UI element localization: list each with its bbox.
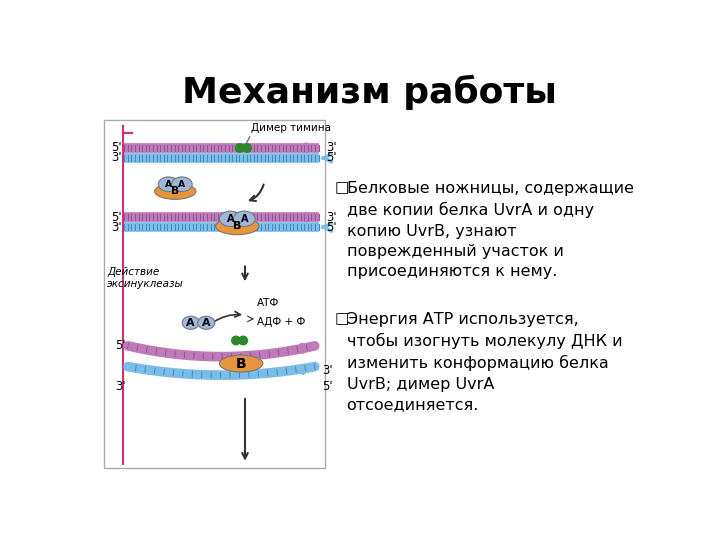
Text: 3': 3' xyxy=(111,221,122,234)
Text: Механизм работы: Механизм работы xyxy=(181,75,557,110)
Text: A: A xyxy=(165,180,172,189)
Ellipse shape xyxy=(198,316,215,329)
Text: 5': 5' xyxy=(111,141,122,154)
Text: 5': 5' xyxy=(326,151,337,165)
Text: A: A xyxy=(240,214,248,224)
Circle shape xyxy=(235,144,244,152)
Ellipse shape xyxy=(220,211,241,226)
Circle shape xyxy=(232,336,240,345)
Text: АТФ: АТФ xyxy=(256,298,279,308)
Ellipse shape xyxy=(158,177,179,192)
Ellipse shape xyxy=(215,218,259,235)
Text: B: B xyxy=(233,221,241,231)
Ellipse shape xyxy=(233,211,255,226)
Text: A: A xyxy=(227,214,234,224)
Text: A: A xyxy=(186,318,195,328)
FancyBboxPatch shape xyxy=(104,120,325,468)
Text: Энергия АТР используется,
чтобы изогнуть молекулу ДНК и
изменить конформацию бел: Энергия АТР используется, чтобы изогнуть… xyxy=(346,312,622,412)
Text: АДФ + Ф: АДФ + Ф xyxy=(256,318,305,327)
Text: 5': 5' xyxy=(323,380,333,393)
Text: 3': 3' xyxy=(326,211,337,224)
Text: 3': 3' xyxy=(115,380,126,393)
Text: A: A xyxy=(179,180,186,189)
Text: 3': 3' xyxy=(323,364,333,377)
Ellipse shape xyxy=(155,183,196,199)
Text: □: □ xyxy=(334,311,348,326)
Text: A: A xyxy=(202,318,210,328)
Text: 5': 5' xyxy=(326,221,337,234)
Text: 3': 3' xyxy=(326,141,337,154)
Text: □: □ xyxy=(334,180,348,195)
Text: Белковые ножницы, содержащие
две копии белка UvrA и одну
копию UvrB, узнают
повр: Белковые ножницы, содержащие две копии б… xyxy=(346,181,634,279)
Text: Димер тимина: Димер тимина xyxy=(251,123,331,132)
Ellipse shape xyxy=(182,316,199,329)
Circle shape xyxy=(239,336,248,345)
Text: Действие
эксинуклеазы: Действие эксинуклеазы xyxy=(107,267,184,289)
Text: B: B xyxy=(236,356,246,370)
Text: 3': 3' xyxy=(111,151,122,165)
Circle shape xyxy=(243,144,251,152)
Text: B: B xyxy=(171,186,179,196)
Ellipse shape xyxy=(220,355,263,372)
Text: 5': 5' xyxy=(115,339,126,353)
Text: 5': 5' xyxy=(111,211,122,224)
Ellipse shape xyxy=(171,177,192,192)
